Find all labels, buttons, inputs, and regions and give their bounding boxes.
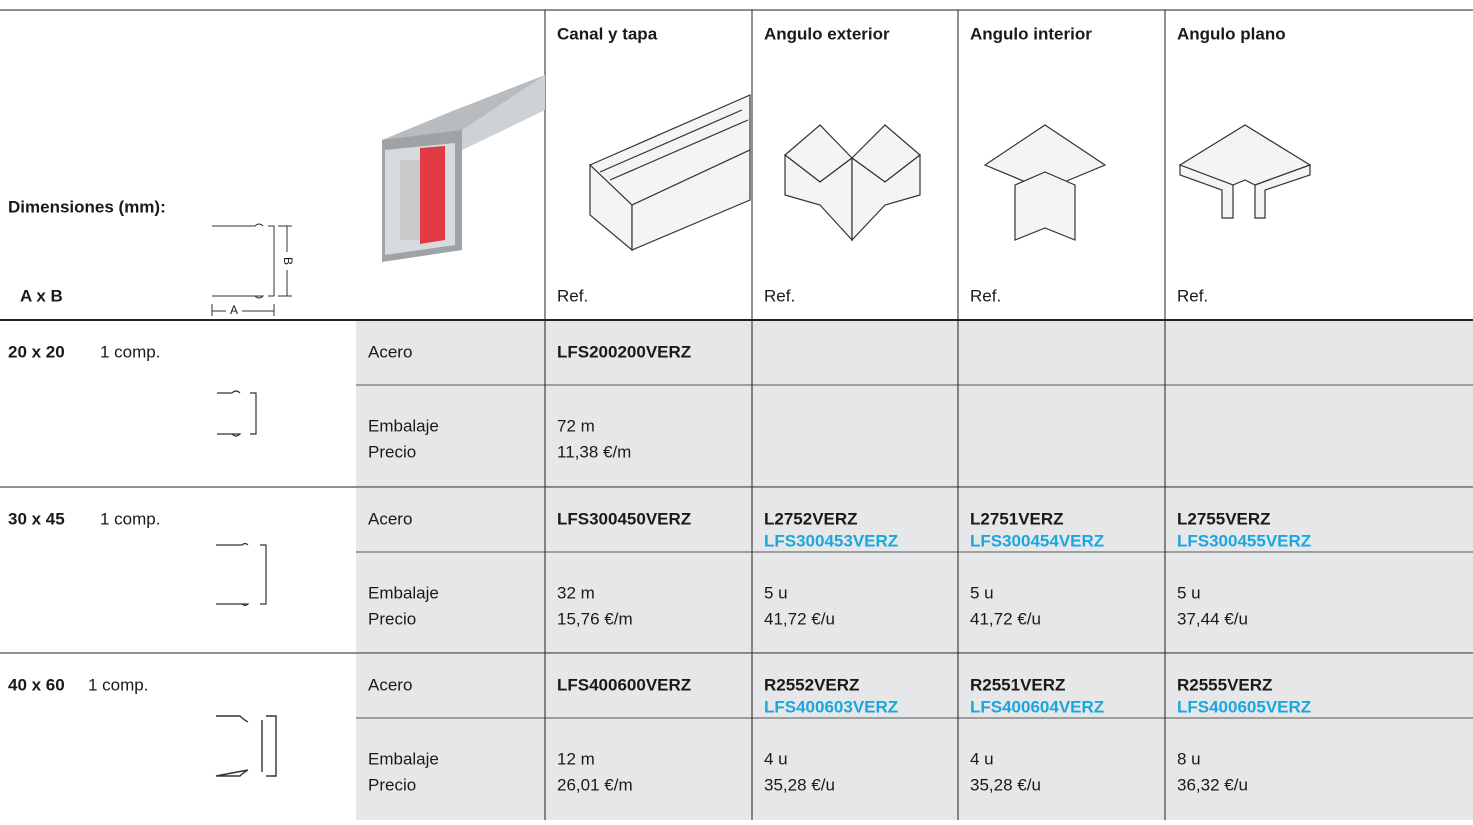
price-label: Precio: [368, 609, 416, 628]
packaging: 5 u: [1177, 583, 1201, 602]
label-bg: [226, 303, 242, 318]
profile-icon: [216, 542, 267, 607]
diagram-a: A: [230, 303, 238, 317]
canal-drawing: [588, 94, 751, 252]
price: 15,76 €/m: [557, 609, 633, 628]
ref: L2755VERZ: [1177, 509, 1271, 528]
price: 37,44 €/u: [1177, 609, 1248, 628]
price: 35,28 €/u: [970, 775, 1041, 794]
column-ref: Ref.: [557, 286, 588, 305]
ref: R2552VERZ: [764, 675, 859, 694]
packaging: 5 u: [764, 583, 788, 602]
column-title: Canal y tapa: [557, 24, 658, 43]
price: 36,32 €/u: [1177, 775, 1248, 794]
price-label: Precio: [368, 775, 416, 794]
size: 20 x 20: [8, 342, 65, 361]
material-label: Acero: [368, 342, 412, 361]
alt-ref: LFS400604VERZ: [970, 697, 1104, 716]
row-bg: [356, 321, 1473, 487]
flat-angle-drawing: [1178, 124, 1312, 219]
alt-ref: LFS300454VERZ: [970, 531, 1104, 550]
alt-ref: LFS400605VERZ: [1177, 697, 1311, 716]
ref: R2551VERZ: [970, 675, 1065, 694]
packaging-label: Embalaje: [368, 749, 439, 768]
price: 35,28 €/u: [764, 775, 835, 794]
packaging: 8 u: [1177, 749, 1201, 768]
ext-angle-drawing: [784, 124, 921, 242]
int-angle-drawing: [983, 124, 1107, 241]
column-ref: Ref.: [1177, 286, 1208, 305]
ref: L2751VERZ: [970, 509, 1064, 528]
row-bg: [356, 488, 1473, 653]
packaging-label: Embalaje: [368, 583, 439, 602]
column-title: Angulo interior: [970, 24, 1092, 43]
label-bg: [280, 252, 294, 270]
material-label: Acero: [368, 509, 412, 528]
row-bg: [356, 654, 1473, 820]
product-photo: [382, 75, 545, 262]
profile-icon: [215, 715, 277, 777]
dimension-label: Dimensiones (mm):: [8, 197, 166, 216]
price: 11,38 €/m: [557, 442, 631, 461]
price: 41,72 €/u: [970, 609, 1041, 628]
packaging: 4 u: [764, 749, 788, 768]
ref: R2555VERZ: [1177, 675, 1272, 694]
column-title: Angulo plano: [1177, 24, 1286, 43]
packaging: 5 u: [970, 583, 994, 602]
packaging: 72 m: [557, 416, 595, 435]
packaging: 4 u: [970, 749, 994, 768]
axb-label: A x B: [20, 286, 63, 305]
diagram-b: B: [281, 257, 295, 265]
ref: L2752VERZ: [764, 509, 858, 528]
size: 30 x 45: [8, 509, 65, 528]
column-ref: Ref.: [764, 286, 795, 305]
profile-icon: [217, 390, 257, 437]
comp: 1 comp.: [88, 675, 148, 694]
size: 40 x 60: [8, 675, 65, 694]
ref: LFS300450VERZ: [557, 509, 691, 528]
price-label: Precio: [368, 442, 416, 461]
packaging: 12 m: [557, 749, 595, 768]
alt-ref: LFS400603VERZ: [764, 697, 898, 716]
packaging-label: Embalaje: [368, 416, 439, 435]
packaging: 32 m: [557, 583, 595, 602]
comp: 1 comp.: [100, 342, 160, 361]
price: 41,72 €/u: [764, 609, 835, 628]
alt-ref: LFS300453VERZ: [764, 531, 898, 550]
comp: 1 comp.: [100, 509, 160, 528]
price: 26,01 €/m: [557, 775, 633, 794]
ref: LFS200200VERZ: [557, 342, 691, 361]
column-ref: Ref.: [970, 286, 1001, 305]
column-title: Angulo exterior: [764, 24, 890, 43]
ref: LFS400600VERZ: [557, 675, 691, 694]
alt-ref: LFS300455VERZ: [1177, 531, 1311, 550]
material-label: Acero: [368, 675, 412, 694]
